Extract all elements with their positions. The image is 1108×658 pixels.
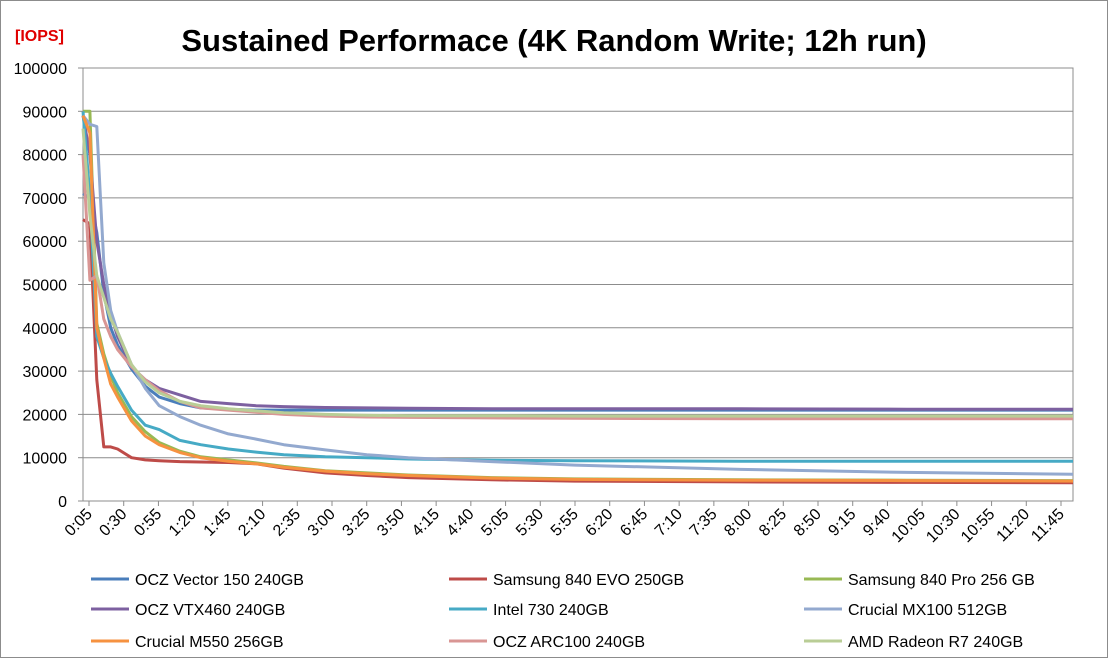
x-tick-label: 7:35: [687, 506, 721, 540]
x-tick-label: 1:20: [166, 506, 200, 540]
y-tick-label: 10000: [23, 451, 68, 468]
legend-label: Crucial M550 256GB: [135, 634, 284, 651]
legend-label: Samsung 840 EVO 250GB: [493, 572, 684, 589]
y-tick-label: 80000: [23, 148, 68, 165]
x-tick-label: 3:50: [374, 506, 408, 540]
x-tick-label: 8:50: [791, 506, 825, 540]
legend-label: Samsung 840 Pro 256 GB: [848, 572, 1035, 589]
legend-label: OCZ Vector 150 240GB: [135, 572, 304, 589]
x-tick-label: 5:55: [548, 506, 582, 540]
x-tick-label: 3:00: [305, 506, 339, 540]
series-line: [82, 218, 1074, 485]
x-tick-label: 3:25: [340, 506, 374, 540]
y-tick-label: 70000: [23, 191, 68, 208]
x-tick-label: 0:30: [97, 506, 131, 540]
x-tick-label: 0:55: [131, 506, 165, 540]
x-tick-label: 10:55: [958, 506, 998, 546]
grid: [83, 67, 1073, 502]
x-tick-label: 2:35: [270, 506, 304, 540]
series-lines: [81, 109, 1074, 485]
legend-label: Crucial MX100 512GB: [848, 602, 1007, 619]
y-tick-label: 0: [58, 494, 67, 511]
x-tick-label: 6:20: [583, 506, 617, 540]
x-tick-label: 11:20: [994, 506, 1034, 546]
x-tick-label: 5:30: [513, 506, 547, 540]
y-tick-label: 30000: [23, 364, 68, 381]
y-tick-label: 100000: [14, 61, 67, 78]
legend-label: AMD Radeon R7 240GB: [848, 634, 1023, 651]
y-tick-label: 20000: [23, 407, 68, 424]
y-tick-label: 90000: [23, 104, 68, 121]
x-tick-label: 1:45: [201, 506, 235, 540]
x-tick-label: 5:05: [478, 506, 512, 540]
x-tick-label: 10:05: [889, 506, 929, 546]
series-line: [81, 114, 1074, 476]
x-tick-label: 8:00: [721, 506, 755, 540]
chart-title: Sustained Performace (4K Random Write; 1…: [181, 23, 926, 58]
legend-label: Intel 730 240GB: [493, 602, 609, 619]
x-tick-label: 9:15: [826, 506, 860, 540]
x-axis: 0:05 0:30 0:55 1:20 1:45 2:10 2:35 3:00 3:25 3:50…: [62, 501, 1068, 546]
series-line: [82, 192, 1073, 412]
x-tick-label: 2:10: [235, 506, 269, 540]
x-tick-label: 7:10: [652, 506, 686, 540]
x-tick-label: 8:25: [756, 506, 790, 540]
y-tick-label: 40000: [23, 321, 68, 338]
x-tick-label: 4:15: [409, 506, 443, 540]
y-axis-unit: [IOPS]: [15, 28, 64, 45]
x-tick-label: 10:30: [923, 506, 963, 546]
x-tick-label: 6:45: [617, 506, 651, 540]
y-tick-label: 50000: [23, 278, 68, 295]
x-tick-label: 11:45: [1028, 506, 1068, 546]
y-axis: 0 10000 20000 30000 40000 50000 60000 70000 8000…: [14, 61, 83, 511]
series-line: [81, 128, 1073, 418]
legend: OCZ Vector 150 240GB Samsung 840 EVO 250G…: [91, 572, 1035, 651]
y-tick-label: 60000: [23, 234, 68, 251]
series-line: [81, 115, 1073, 411]
legend-label: OCZ VTX460 240GB: [135, 602, 285, 619]
series-line: [83, 109, 1074, 483]
legend-label: OCZ ARC100 240GB: [493, 634, 645, 651]
x-tick-label: 4:40: [444, 506, 478, 540]
series-line: [81, 115, 1074, 483]
series-line: [81, 154, 1073, 421]
